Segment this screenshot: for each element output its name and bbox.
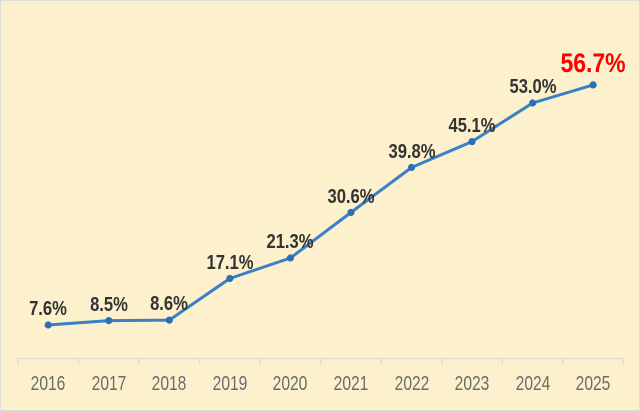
data-point-2020 — [286, 254, 294, 262]
data-point-2025 — [589, 81, 597, 89]
x-axis-label-2023: 2023 — [454, 373, 490, 395]
x-axis-label-2018: 2018 — [151, 373, 187, 395]
data-label-2019: 17.1% — [206, 251, 254, 274]
x-axis-label-2019: 2019 — [212, 373, 248, 395]
data-point-2024 — [529, 99, 537, 107]
data-label-2016: 7.6% — [29, 298, 68, 320]
data-point-2019 — [226, 274, 234, 283]
x-axis-label-2020: 2020 — [273, 373, 308, 395]
data-label-2023: 45.1% — [448, 114, 496, 137]
data-label-2018: 8.6% — [150, 293, 189, 316]
x-axis-label-2024: 2024 — [515, 373, 550, 395]
x-axis-label-2025: 2025 — [575, 373, 611, 395]
x-axis-label-2022: 2022 — [394, 373, 429, 395]
data-point-2017 — [105, 317, 113, 325]
data-point-2016 — [44, 321, 52, 329]
data-label-2020: 21.3% — [266, 231, 314, 253]
data-label-2022: 39.8% — [387, 140, 436, 163]
data-label-2017: 8.5% — [89, 293, 128, 316]
x-axis-label-2017: 2017 — [91, 373, 127, 395]
data-label-2021: 30.6% — [327, 185, 375, 208]
data-point-2023 — [468, 138, 476, 146]
data-point-2021 — [347, 208, 355, 217]
highlighted-data-label-2025: 56.7% — [560, 47, 626, 78]
data-point-2018 — [165, 316, 173, 324]
x-axis-label-2016: 2016 — [30, 373, 66, 395]
x-axis-label-2021: 2021 — [333, 373, 369, 395]
data-label-2024: 53.0% — [509, 75, 557, 98]
data-point-2022 — [407, 163, 416, 172]
trend-line — [46, 83, 595, 327]
